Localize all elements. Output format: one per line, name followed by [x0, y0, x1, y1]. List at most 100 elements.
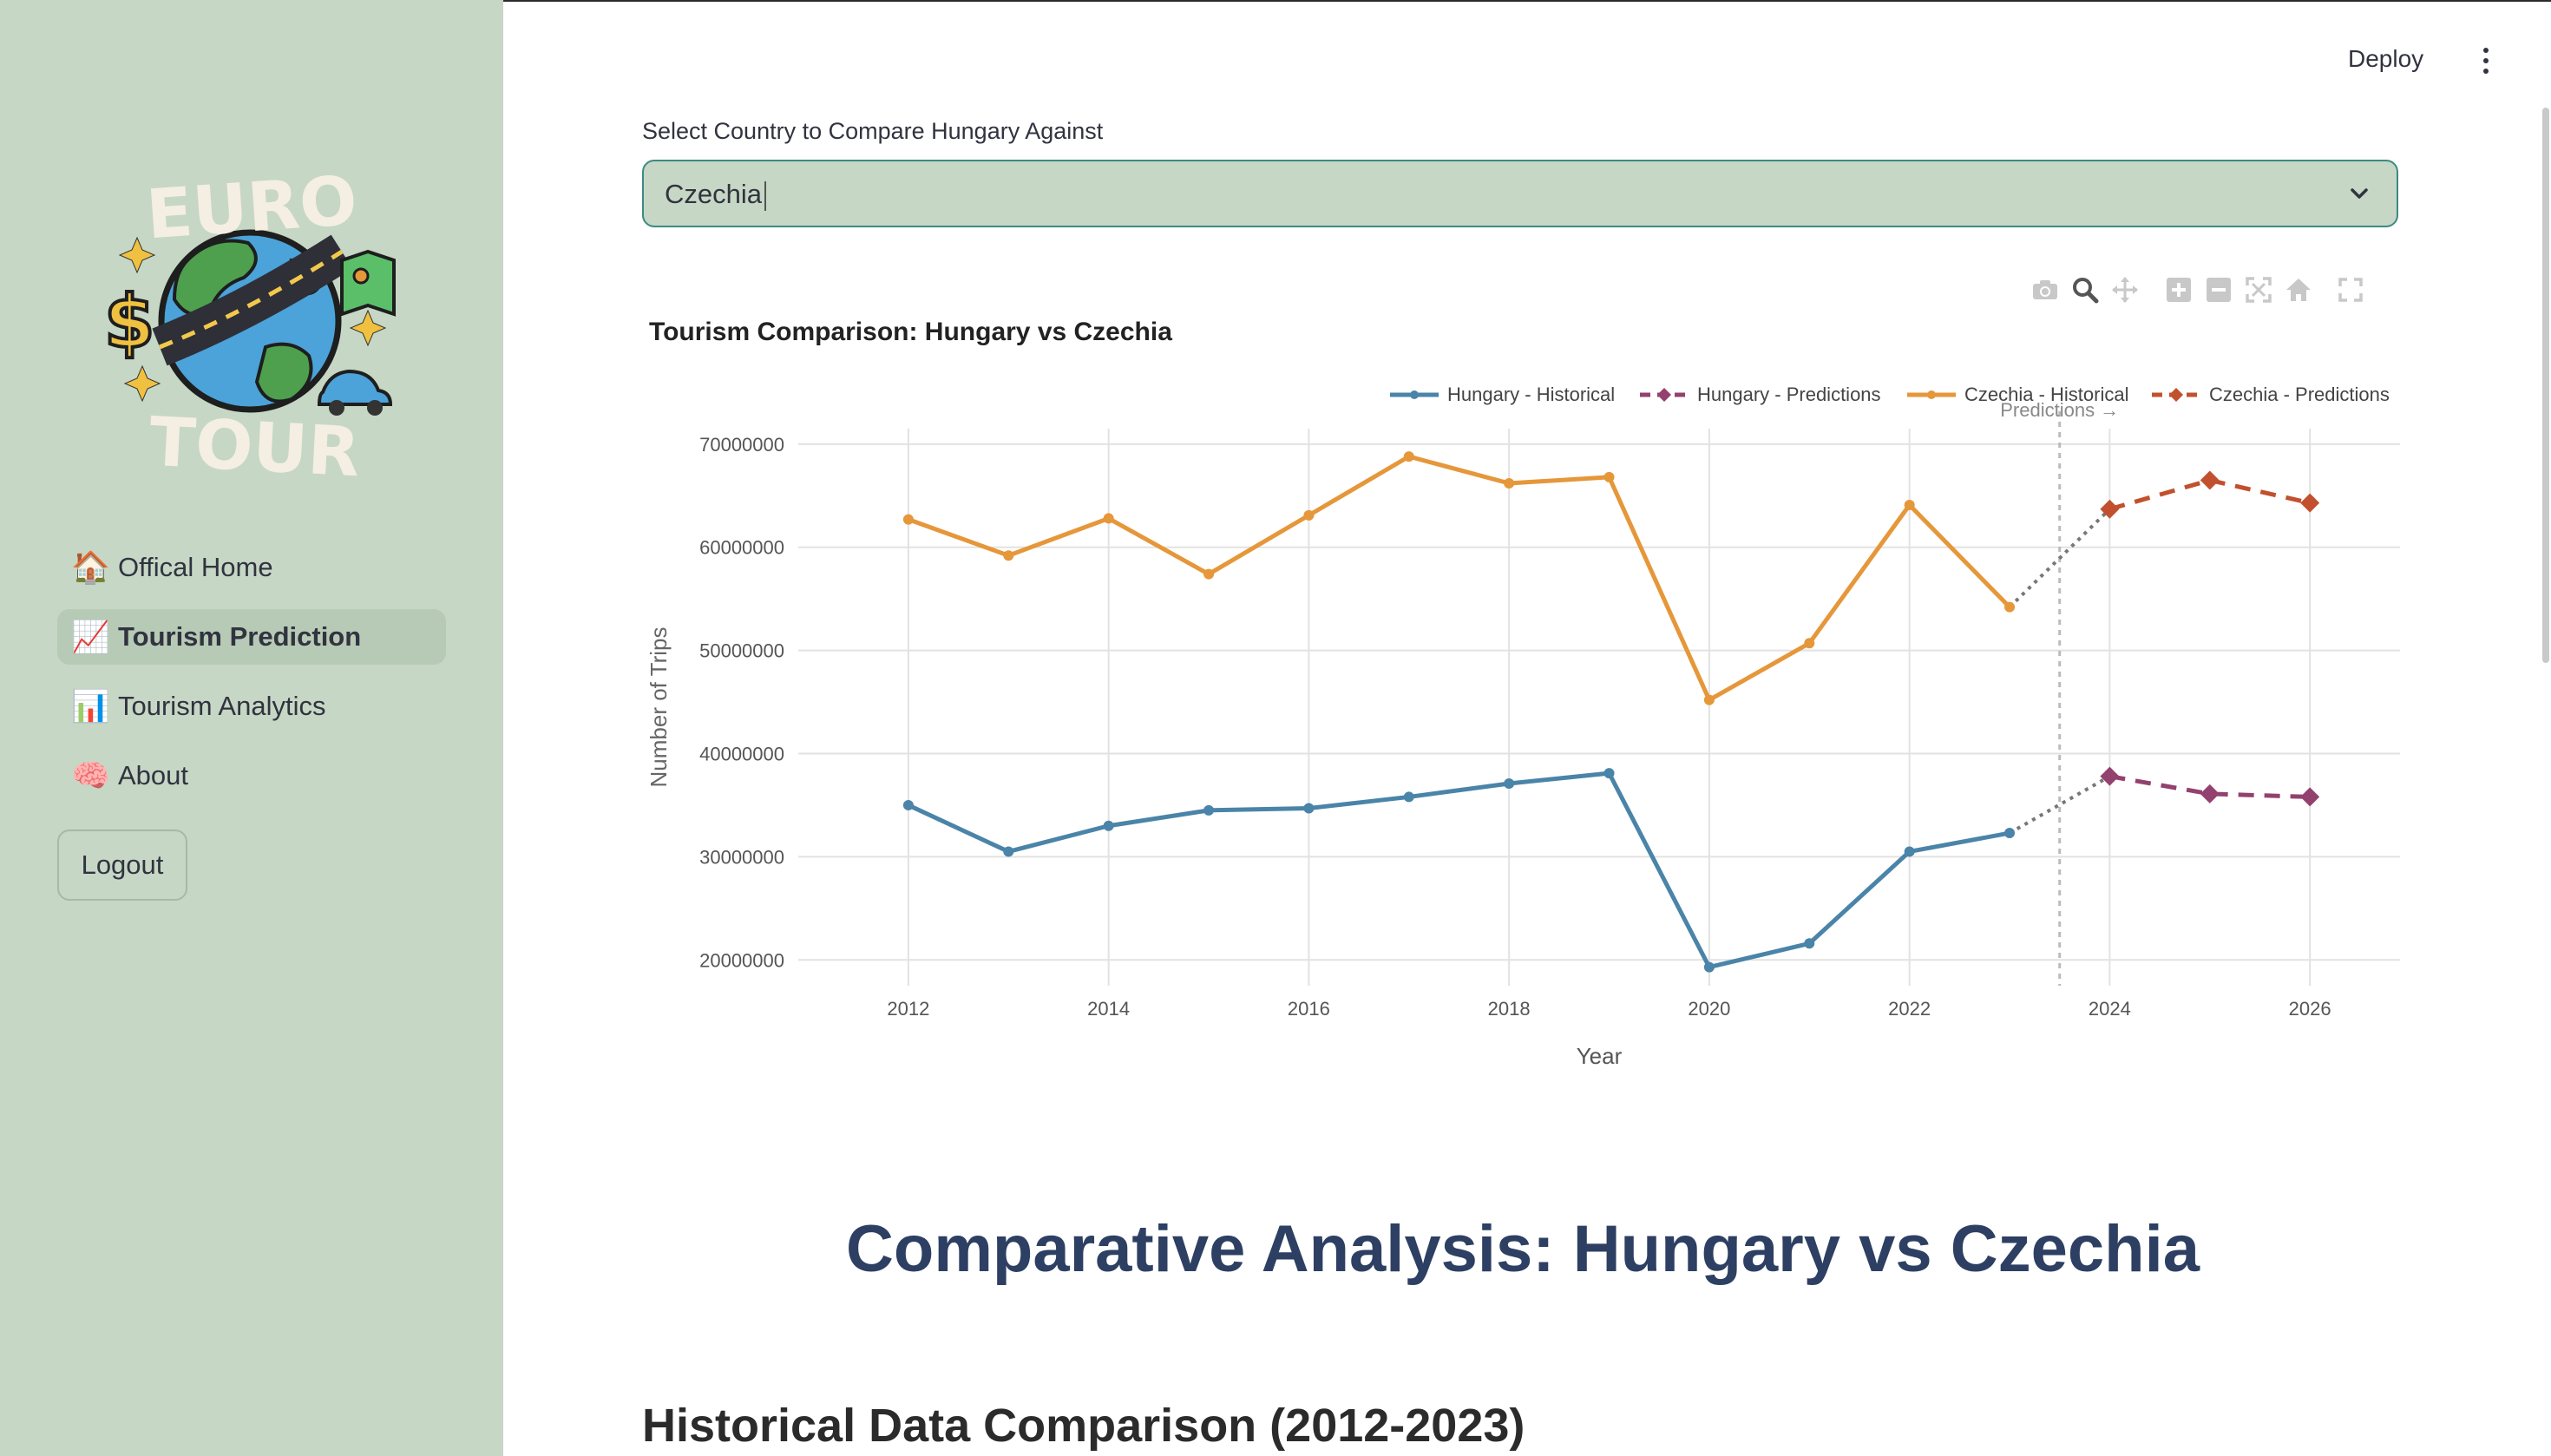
chart-increasing-icon: 📈 [71, 619, 110, 654]
reset-axes-home-icon[interactable] [2279, 272, 2318, 307]
sidebar-item-label: Tourism Analytics [118, 691, 326, 721]
data-point [1904, 846, 1915, 857]
y-tick-label: 40000000 [699, 744, 784, 765]
y-tick-label: 70000000 [699, 434, 784, 456]
data-point [1203, 568, 1215, 580]
x-tick-label: 2024 [2089, 998, 2131, 1020]
tourism-line-chart[interactable]: 20000000 30000000 40000000 50000000 60000000… [0, 0, 2551, 1128]
x-tick-label: 2026 [2289, 998, 2331, 1020]
data-point [902, 514, 914, 525]
legend-label: Czechia - Predictions [2209, 384, 2390, 405]
data-point [1003, 550, 1014, 561]
data-point [1303, 803, 1315, 814]
comparative-analysis-heading: Comparative Analysis: Hungary vs Czechia [846, 1212, 2200, 1286]
select-label: Select Country to Compare Hungary Agains… [642, 118, 1104, 144]
data-point [2004, 828, 2016, 839]
svg-text:$: $ [104, 279, 154, 364]
data-point [2200, 470, 2220, 490]
series-line-0 [907, 771, 2010, 970]
y-axis-title: Number of Trips [646, 627, 672, 788]
legend-label: Hungary - Historical [1447, 384, 1616, 405]
data-point [1403, 791, 1414, 803]
deploy-button[interactable]: Deploy [2348, 45, 2424, 72]
legend-item-hungary-predictions[interactable]: Hungary - Predictions [1638, 382, 1881, 408]
scrollbar[interactable] [2542, 108, 2549, 663]
zoom-out-icon[interactable] [2199, 272, 2239, 307]
sidebar-item-about[interactable]: 🧠 About [57, 748, 446, 803]
data-point [1804, 638, 1815, 649]
data-point [1904, 499, 1915, 510]
data-point [1804, 938, 1815, 949]
sidebar-nav: 🏠 Offical Home 📈 Tourism Prediction 📊 To… [57, 540, 446, 817]
data-point [1703, 961, 1715, 973]
legend-swatch [2152, 388, 2200, 402]
x-tick-label: 2022 [1888, 998, 1931, 1020]
chart-toolbar [2025, 272, 2371, 307]
x-tick-label: 2012 [887, 998, 929, 1020]
select-value: Czechia [665, 179, 762, 209]
legend-swatch [1907, 390, 1956, 399]
legend-item-czechia-historical[interactable]: Czechia - Historical [1905, 382, 2129, 408]
data-point [2004, 601, 2016, 613]
camera-icon[interactable] [2025, 272, 2065, 307]
chart-title: Tourism Comparison: Hungary vs Czechia [649, 318, 1172, 346]
y-tick-label: 20000000 [699, 949, 784, 971]
legend-label: Hungary - Predictions [1697, 384, 1881, 405]
data-point [1203, 804, 1215, 816]
legend-item-hungary-historical[interactable]: Hungary - Historical [1388, 382, 1615, 408]
data-point [1504, 478, 1515, 489]
x-tick-label: 2018 [1488, 998, 1531, 1020]
text-cursor [764, 180, 766, 211]
data-point [1103, 820, 1114, 831]
predictions-annotation: Predictions → [2000, 399, 2119, 421]
data-point [1003, 846, 1014, 857]
zoom-icon[interactable] [2065, 272, 2105, 307]
pan-icon[interactable] [2105, 272, 2145, 307]
connector-line [2009, 774, 2111, 835]
data-point [2100, 499, 2120, 519]
sidebar-item-tourism-analytics[interactable]: 📊 Tourism Analytics [57, 679, 446, 734]
main-menu-icon[interactable] [2482, 48, 2490, 74]
sidebar-item-offical-home[interactable]: 🏠 Offical Home [57, 540, 446, 595]
house-icon: 🏠 [71, 549, 110, 585]
chevron-down-icon [2351, 188, 2368, 199]
data-point [1403, 451, 1414, 462]
logo-top-text: EURO [144, 165, 360, 254]
x-tick-label: 2016 [1288, 998, 1330, 1020]
data-point [1303, 509, 1315, 521]
legend-swatch [1640, 388, 1689, 402]
logout-button[interactable]: Logout [57, 830, 187, 901]
sidebar-item-label: Tourism Prediction [118, 621, 362, 652]
data-point [902, 799, 914, 810]
series-line-1 [2108, 774, 2311, 799]
legend-item-czechia-predictions[interactable]: Czechia - Predictions [2150, 382, 2390, 408]
fullscreen-icon[interactable] [2331, 272, 2371, 307]
euro-tour-logo: $ EURO TOUR [102, 165, 396, 488]
data-point [1603, 471, 1615, 482]
series-line-2 [908, 454, 2011, 703]
data-point [1603, 768, 1615, 779]
x-tick-label: 2014 [1087, 998, 1130, 1020]
y-tick-label: 60000000 [699, 537, 784, 559]
x-tick-label: 2020 [1688, 998, 1730, 1020]
data-point [2100, 766, 2120, 786]
data-point [2300, 787, 2320, 807]
autoscale-icon[interactable] [2239, 272, 2279, 307]
sidebar-item-tourism-prediction[interactable]: 📈 Tourism Prediction [57, 609, 446, 665]
data-point [1504, 777, 1515, 789]
sidebar-item-label: Offical Home [118, 552, 273, 582]
data-point [1103, 513, 1114, 524]
logo-bottom-text: TOUR [148, 403, 362, 488]
zoom-in-icon[interactable] [2159, 272, 2199, 307]
country-select[interactable]: Czechia [642, 160, 2398, 227]
x-axis-title: Year [1577, 1043, 1623, 1069]
data-point [2300, 493, 2320, 513]
sidebar-item-label: About [118, 760, 189, 790]
data-point [1703, 694, 1715, 705]
bar-chart-icon: 📊 [71, 688, 110, 724]
legend-swatch [1390, 390, 1439, 399]
connector-line [2008, 508, 2111, 609]
sidebar: $ EURO TOUR 🏠 Offical Home 📈 Tourism Pre… [0, 0, 503, 1456]
y-tick-label: 30000000 [699, 846, 784, 868]
historical-data-heading: Historical Data Comparison (2012-2023) [642, 1400, 1525, 1452]
